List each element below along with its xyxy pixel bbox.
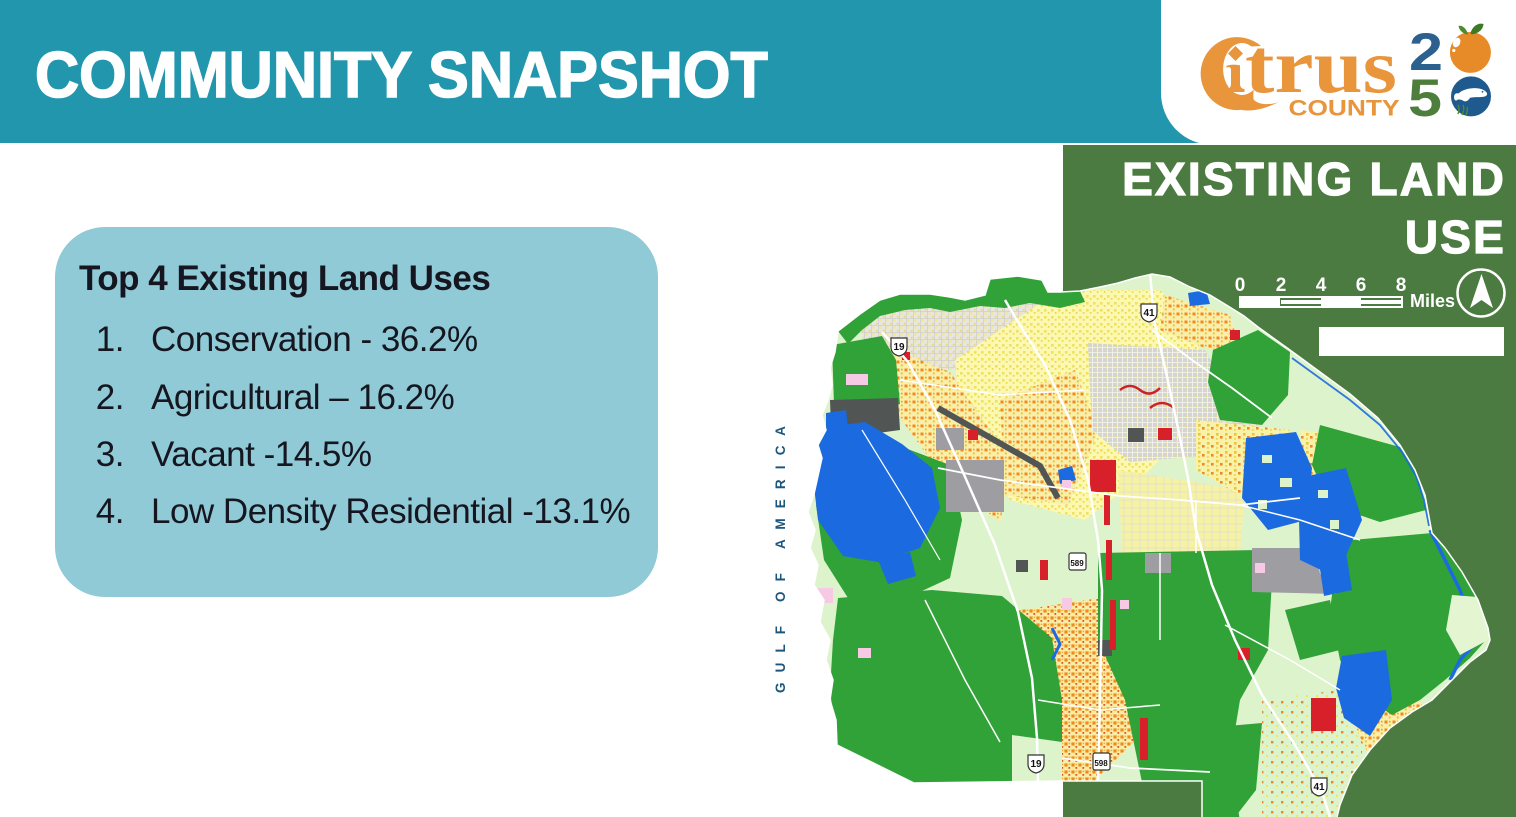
svg-text:19: 19 bbox=[893, 342, 905, 353]
svg-text:COUNTY: COUNTY bbox=[1289, 96, 1400, 121]
svg-text:6: 6 bbox=[1356, 275, 1367, 296]
svg-text:2: 2 bbox=[1409, 23, 1443, 82]
svg-text:41: 41 bbox=[1313, 782, 1325, 793]
svg-text:2: 2 bbox=[1276, 275, 1287, 296]
svg-text:19: 19 bbox=[1030, 759, 1042, 770]
svg-text:trus: trus bbox=[1245, 23, 1397, 109]
svg-text:5: 5 bbox=[1408, 69, 1442, 128]
svg-text:598: 598 bbox=[1094, 759, 1108, 768]
svg-text:589: 589 bbox=[1070, 559, 1084, 568]
svg-text:8: 8 bbox=[1396, 275, 1407, 296]
svg-text:Miles: Miles bbox=[1410, 291, 1455, 311]
svg-text:4: 4 bbox=[1316, 275, 1327, 296]
svg-text:0: 0 bbox=[1235, 275, 1246, 296]
svg-text:41: 41 bbox=[1143, 308, 1155, 319]
